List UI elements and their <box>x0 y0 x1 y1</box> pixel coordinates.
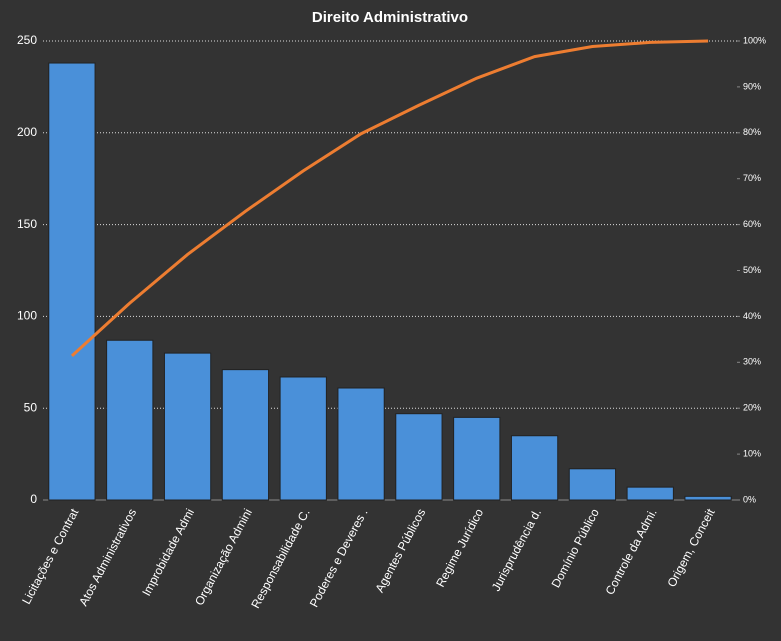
bar <box>395 413 443 501</box>
y-tick-label: 50 <box>24 400 38 414</box>
bar <box>684 495 732 501</box>
bar <box>510 435 559 501</box>
bar <box>221 369 270 501</box>
bar <box>163 352 212 501</box>
cumulative-line <box>70 39 709 357</box>
y2-tick-label: 60% <box>743 219 761 229</box>
y2-tick-label: 90% <box>743 81 761 91</box>
y2-tick-label: 0% <box>743 494 756 504</box>
y2-tick-label: 50% <box>743 265 761 275</box>
y2-tick-label: 100% <box>743 35 766 45</box>
y-tick-label: 150 <box>17 217 37 231</box>
y2-tick-label: 20% <box>743 403 761 413</box>
y2-tick-label: 80% <box>743 127 761 137</box>
bar <box>626 486 674 501</box>
bar <box>48 62 96 501</box>
y-tick-label: 0 <box>30 492 37 506</box>
bar <box>106 339 154 501</box>
y2-tick-label: 10% <box>743 448 761 458</box>
y2-tick-label: 70% <box>743 173 761 183</box>
chart-title: Direito Administrativo <box>312 9 468 26</box>
y-tick-label: 200 <box>17 125 37 139</box>
y2-tick-label: 40% <box>743 311 761 321</box>
y-tick-label: 100 <box>17 309 37 323</box>
bar <box>453 416 501 501</box>
y-tick-label: 250 <box>17 33 37 47</box>
y2-tick-label: 30% <box>743 357 761 367</box>
bar <box>568 468 617 501</box>
bar <box>279 376 327 501</box>
bar <box>337 387 385 501</box>
